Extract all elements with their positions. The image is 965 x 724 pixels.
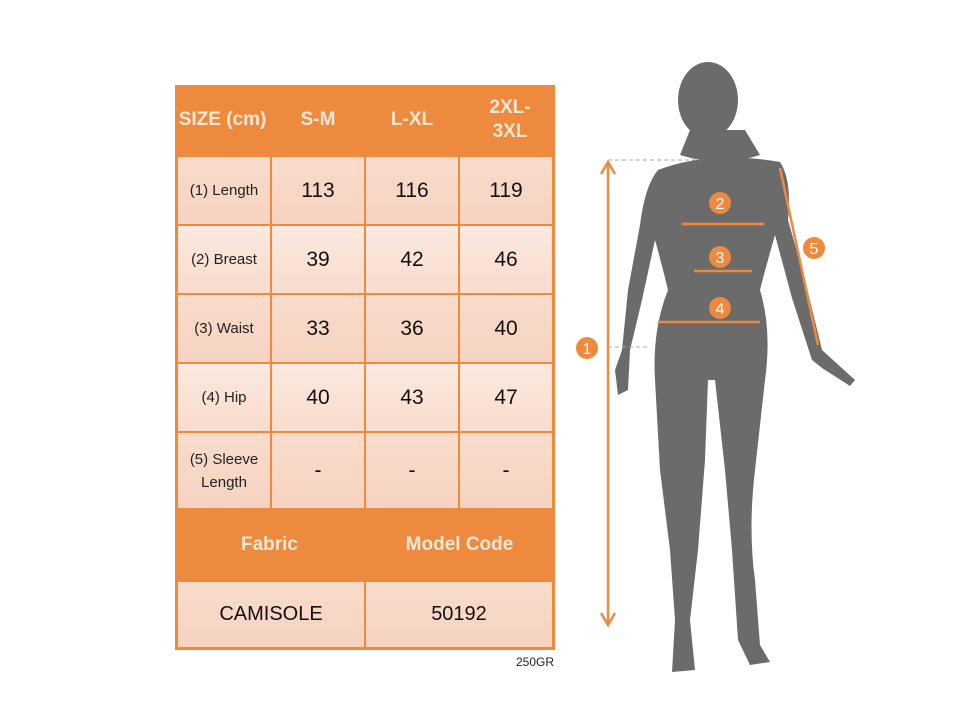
row-value: -: [272, 433, 364, 508]
header-fabric: Fabric: [240, 534, 299, 555]
row-value: 119: [460, 157, 552, 224]
fabric-value: CAMISOLE: [178, 582, 364, 647]
row-value: 40: [272, 364, 364, 431]
row-value: 116: [366, 157, 458, 224]
size-chart-table: SIZE (cm) S-M L-XL 2XL-3XL (1) Length 113…: [175, 85, 555, 650]
row-value: 33: [272, 295, 364, 362]
marker-number: 2: [716, 196, 725, 213]
marker-circle: [803, 237, 825, 259]
header-model-code: Model Code: [405, 534, 514, 555]
silhouette: [615, 62, 855, 672]
marker-number: 3: [716, 250, 725, 267]
header-size: SIZE (cm): [178, 109, 267, 130]
body-measurement-figure: 1 2 3 4 5: [576, 62, 855, 672]
header-l-xl: L-XL: [390, 109, 434, 130]
row-value: 40: [460, 295, 552, 362]
header-s-m: S-M: [300, 109, 336, 130]
row-value: 47: [460, 364, 552, 431]
weight-note: 250GR: [516, 655, 555, 669]
model-code-value: 50192: [366, 582, 552, 647]
marker-circle: [709, 297, 731, 319]
row-value: 36: [366, 295, 458, 362]
row-value: 43: [366, 364, 458, 431]
marker-number: 1: [583, 341, 592, 358]
marker-circle: [576, 337, 598, 359]
marker-number: 4: [716, 301, 725, 318]
row-value: 113: [272, 157, 364, 224]
marker-circle: [709, 192, 731, 214]
markers: 1 2 3 4 5: [576, 192, 825, 359]
row-value: 46: [460, 226, 552, 293]
marker-number: 5: [810, 241, 819, 258]
measurement-lines: [599, 159, 820, 628]
row-value: 42: [366, 226, 458, 293]
marker-circle: [709, 246, 731, 268]
row-label: (4) Hip: [178, 364, 270, 431]
row-value: 39: [272, 226, 364, 293]
row-label: (2) Breast: [178, 226, 270, 293]
row-value: -: [366, 433, 458, 508]
row-label: (3) Waist: [178, 295, 270, 362]
row-label: (1) Length: [178, 157, 270, 224]
row-value: -: [460, 433, 552, 508]
header-2xl-3xl: 2XL-3XL: [489, 97, 531, 142]
row-label: (5) Sleeve Length: [178, 433, 270, 508]
